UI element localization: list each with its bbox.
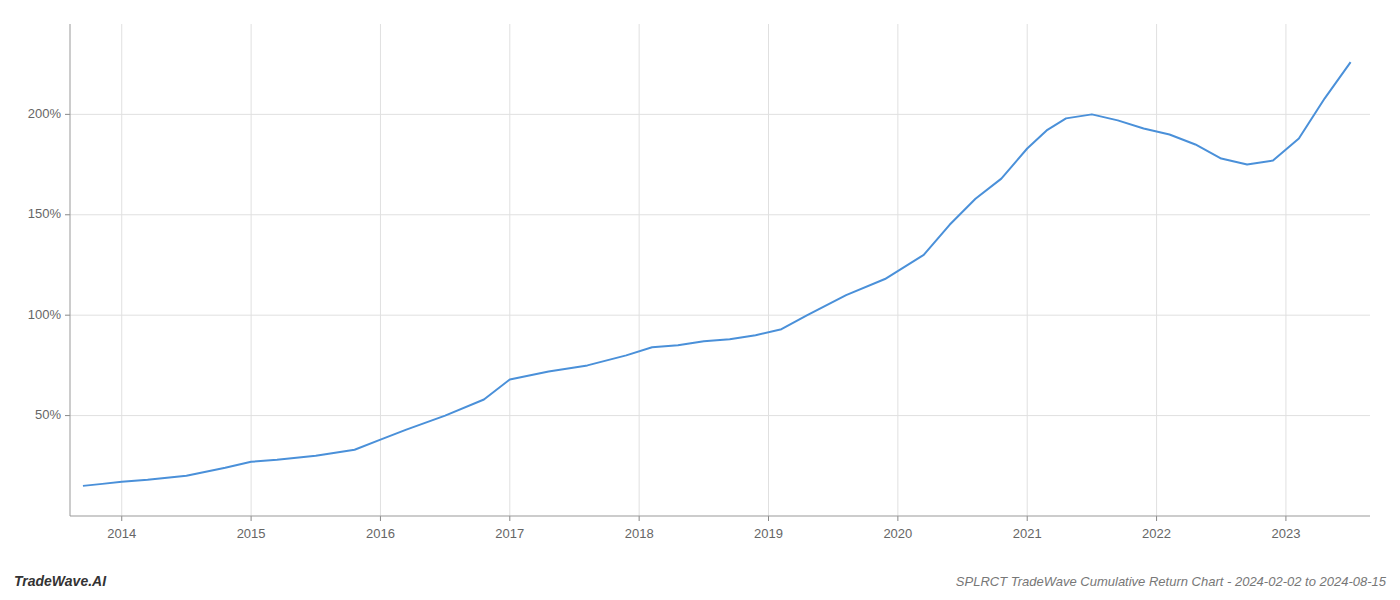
y-tick-label: 200% [28,106,62,121]
x-tick [380,516,381,521]
y-tick [65,114,70,115]
x-tick-label: 2015 [237,526,266,541]
y-tick-label: 150% [28,206,62,221]
x-grid-line [251,24,252,516]
series [83,62,1351,486]
x-tick [897,516,898,521]
watermark: TradeWave.AI [14,573,107,589]
x-grid-line [121,24,122,516]
line [83,62,1351,486]
y-tick-label: 50% [35,407,61,422]
chart: 50% 100% 150% 200% 2014 2015 2016 2017 2018 2019 2… [0,0,1400,600]
y-grid-line [70,214,1370,215]
x-tick-label: 2023 [1271,526,1300,541]
x-tick-label: 2019 [754,526,783,541]
x-grid-line [1027,24,1028,516]
y-tick [65,315,70,316]
x-tick [1027,516,1028,521]
x-grid-line [639,24,640,516]
y-axis-line [70,24,71,516]
x-tick [639,516,640,521]
x-grid-line [768,24,769,516]
x-tick-label: 2017 [495,526,524,541]
grid [70,24,1370,516]
x-grid-line [380,24,381,516]
x-tick [121,516,122,521]
x-tick-label: 2018 [625,526,654,541]
y-grid-line [70,114,1370,115]
y-tick [65,214,70,215]
y-tick-label: 100% [28,307,62,322]
x-tick [509,516,510,521]
x-tick-label: 2020 [883,526,912,541]
x-tick [1156,516,1157,521]
x-tick-label: 2021 [1013,526,1042,541]
x-axis-line [70,516,1370,517]
x-grid-line [509,24,510,516]
y-tick [65,415,70,416]
y-grid-line [70,315,1370,316]
x-tick-label: 2016 [366,526,395,541]
title: SPLRCT TradeWave Cumulative Return Chart… [956,574,1387,589]
axes: 50% 100% 150% 200% 2014 2015 2016 2017 2018 2019 2… [28,24,1370,541]
x-tick [768,516,769,521]
x-grid-line [1285,24,1286,516]
y-grid-line [70,415,1370,416]
x-grid-line [1156,24,1157,516]
x-tick-label: 2022 [1142,526,1171,541]
x-tick [251,516,252,521]
x-tick [1285,516,1286,521]
x-tick-label: 2014 [107,526,136,541]
